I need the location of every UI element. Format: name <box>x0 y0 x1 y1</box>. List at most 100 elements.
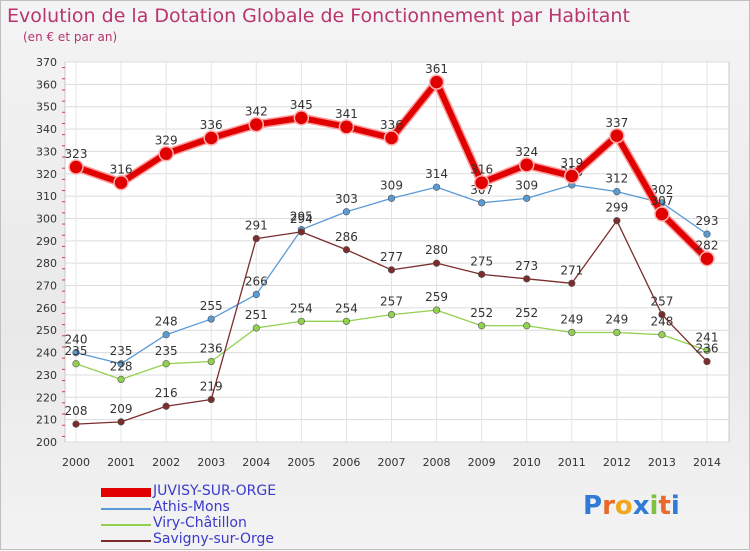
data-point-athis-mons <box>252 290 260 299</box>
data-label-juvisy-sur-orge: 341 <box>335 107 358 121</box>
data-label-viry-ch-tillon: 248 <box>650 315 673 329</box>
y-tick-label: 230 <box>36 369 57 382</box>
data-point-juvisy-sur-orge <box>68 159 84 175</box>
data-point-viry-ch-tillon <box>72 360 80 368</box>
data-point-savigny-sur-orge <box>297 228 305 236</box>
chart-title: Evolution de la Dotation Globale de Fonc… <box>7 5 630 27</box>
data-label-viry-ch-tillon: 235 <box>155 344 178 358</box>
data-label-viry-ch-tillon: 228 <box>110 359 133 373</box>
data-point-juvisy-sur-orge <box>654 206 670 222</box>
data-point-viry-ch-tillon <box>432 306 441 314</box>
data-point-athis-mons <box>72 348 80 357</box>
data-label-savigny-sur-orge: 280 <box>425 243 448 257</box>
data-point-athis-mons <box>523 194 531 202</box>
data-point-juvisy-sur-orge <box>203 130 219 146</box>
data-point-athis-mons <box>117 360 125 368</box>
y-tick-label: 200 <box>36 436 57 449</box>
data-point-viry-ch-tillon <box>658 331 666 339</box>
y-tick-label: 250 <box>36 324 57 337</box>
data-label-juvisy-sur-orge: 324 <box>515 145 538 159</box>
legend-label-savigny: Savigny-sur-Orge <box>153 531 274 547</box>
data-point-savigny-sur-orge <box>162 402 170 410</box>
data-label-viry-ch-tillon: 249 <box>560 312 583 326</box>
data-point-savigny-sur-orge <box>613 217 621 225</box>
data-label-athis-mons: 309 <box>380 178 403 192</box>
x-tick-label: 2006 <box>332 456 360 469</box>
data-label-juvisy-sur-orge: 329 <box>155 134 178 148</box>
data-point-viry-ch-tillon <box>387 310 396 319</box>
x-tick-label: 2013 <box>648 456 676 469</box>
y-tick-label: 320 <box>36 168 57 181</box>
logo-letter: o <box>614 491 633 521</box>
y-tick-label: 240 <box>36 347 57 360</box>
data-label-juvisy-sur-orge: 336 <box>380 118 403 132</box>
x-tick-label: 2008 <box>423 456 451 469</box>
data-label-savigny-sur-orge: 294 <box>290 212 313 226</box>
y-tick-label: 210 <box>36 414 57 427</box>
data-point-athis-mons <box>613 188 621 196</box>
x-tick-label: 2005 <box>287 456 315 469</box>
data-point-athis-mons <box>207 315 215 323</box>
data-point-savigny-sur-orge <box>523 275 531 283</box>
data-label-athis-mons: 303 <box>335 192 358 206</box>
data-point-athis-mons <box>432 183 441 191</box>
data-point-viry-ch-tillon <box>162 360 170 368</box>
data-label-viry-ch-tillon: 235 <box>65 344 88 358</box>
data-label-athis-mons: 240 <box>65 333 88 347</box>
x-tick-label: 2000 <box>62 456 90 469</box>
chart-subtitle: (en € et par an) <box>23 30 118 44</box>
data-label-viry-ch-tillon: 252 <box>515 306 538 320</box>
y-tick-label: 280 <box>36 257 57 270</box>
legend-label-athis: Athis-Mons <box>153 499 230 515</box>
data-label-savigny-sur-orge: 277 <box>380 250 403 264</box>
x-tick-label: 2001 <box>107 456 135 469</box>
logo-letter: i <box>670 491 680 521</box>
data-label-athis-mons: 248 <box>155 315 178 329</box>
data-point-juvisy-sur-orge <box>113 174 129 191</box>
data-label-juvisy-sur-orge: 342 <box>245 105 268 119</box>
data-label-juvisy-sur-orge: 361 <box>425 62 448 76</box>
data-point-athis-mons <box>703 230 711 238</box>
legend-swatch-athis <box>101 508 151 510</box>
data-point-savigny-sur-orge <box>658 310 666 319</box>
data-point-savigny-sur-orge <box>342 246 351 254</box>
data-point-viry-ch-tillon <box>568 328 576 337</box>
data-label-athis-mons: 235 <box>110 344 133 358</box>
data-point-savigny-sur-orge <box>72 420 80 428</box>
data-point-juvisy-sur-orge <box>699 250 715 267</box>
data-point-viry-ch-tillon <box>207 357 215 366</box>
logo-letter: x <box>632 491 650 521</box>
y-tick-label: 310 <box>36 190 57 203</box>
logo-letter: P <box>583 491 603 521</box>
x-tick-label: 2012 <box>603 456 631 469</box>
legend-swatch-viry <box>101 524 151 526</box>
y-tick-label: 350 <box>36 101 57 114</box>
legend-swatch-savigny <box>101 540 151 542</box>
data-point-juvisy-sur-orge <box>518 157 535 173</box>
data-label-athis-mons: 312 <box>605 172 628 186</box>
data-label-savigny-sur-orge: 257 <box>650 295 673 309</box>
data-point-juvisy-sur-orge <box>428 74 445 90</box>
logo-letter: i <box>649 491 659 521</box>
data-point-viry-ch-tillon <box>478 322 486 330</box>
data-point-savigny-sur-orge <box>207 395 215 404</box>
data-point-savigny-sur-orge <box>387 266 396 274</box>
data-point-athis-mons <box>342 208 351 216</box>
data-point-juvisy-sur-orge <box>158 145 174 162</box>
data-label-savigny-sur-orge: 291 <box>245 219 268 233</box>
y-tick-label: 300 <box>36 212 57 225</box>
data-label-savigny-sur-orge: 236 <box>696 342 719 356</box>
data-point-viry-ch-tillon <box>297 317 305 325</box>
data-label-savigny-sur-orge: 273 <box>515 259 538 273</box>
data-label-viry-ch-tillon: 236 <box>200 342 223 356</box>
y-tick-label: 360 <box>36 78 57 91</box>
legend-label-viry: Viry-Châtillon <box>153 515 247 531</box>
x-tick-label: 2002 <box>152 456 180 469</box>
data-point-athis-mons <box>478 199 486 207</box>
data-point-athis-mons <box>387 194 396 202</box>
data-point-savigny-sur-orge <box>432 259 441 267</box>
data-point-juvisy-sur-orge <box>564 168 580 184</box>
y-tick-label: 370 <box>36 56 57 69</box>
data-point-viry-ch-tillon <box>342 317 351 325</box>
data-label-viry-ch-tillon: 254 <box>335 301 358 315</box>
